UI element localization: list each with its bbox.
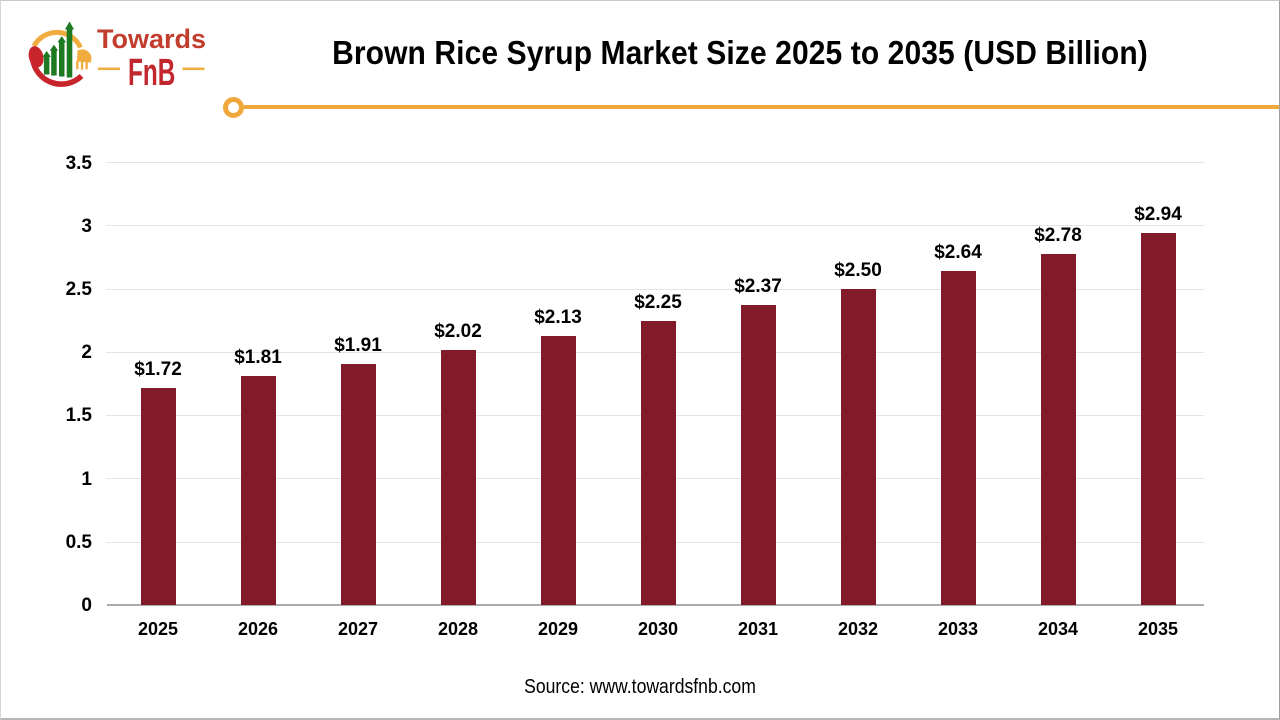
svg-text:Towards: Towards <box>97 24 206 54</box>
svg-text:FnB: FnB <box>128 50 175 93</box>
